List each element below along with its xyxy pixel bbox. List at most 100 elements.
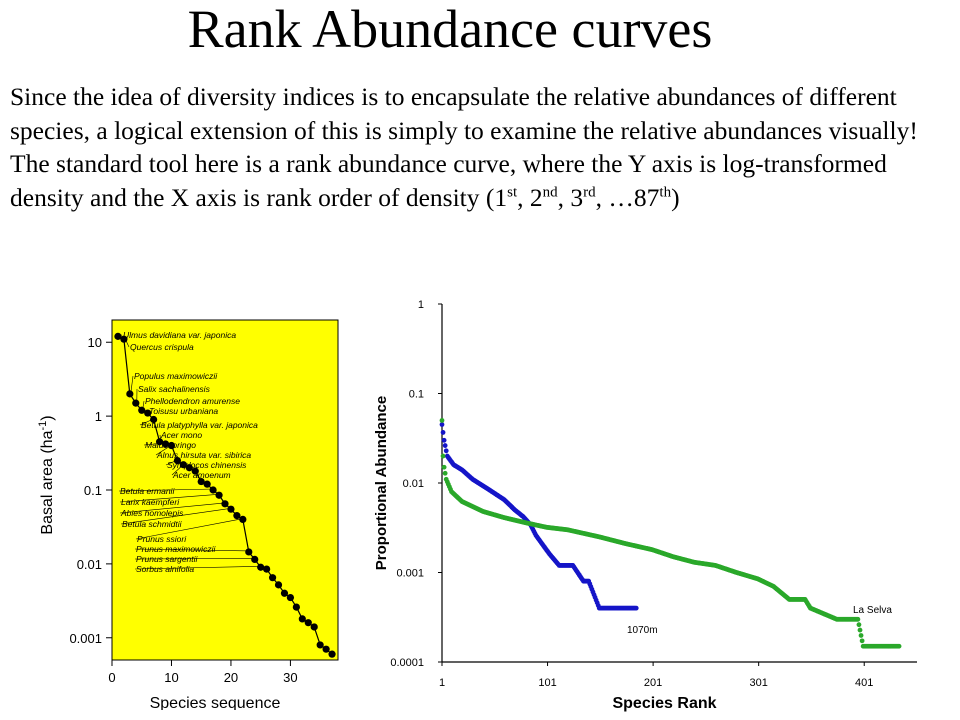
annotation-leader-16: [120, 507, 232, 525]
annotation-4: Salix sachalinensis: [138, 384, 211, 394]
annotation-14: Larix kaempferi: [121, 497, 180, 507]
annotation-20: Sorbus alnifolia: [136, 564, 194, 574]
y-axis-label: Basal area (ha-1): [37, 415, 56, 534]
annotation-19: Prunus sargentii: [136, 554, 199, 564]
data-point-16: [203, 480, 211, 488]
annotation-15: Abies homolepis: [120, 508, 184, 518]
data-point-17: [209, 486, 217, 494]
annotation-1: Ulmus davidiana var. japonica: [123, 330, 236, 340]
x-tick-label-1: 10: [164, 670, 178, 685]
data-point-25: [257, 563, 265, 571]
x-tick-label-0: 1: [439, 677, 445, 689]
annotation-leader-10: [155, 444, 173, 456]
data-point-37: [328, 650, 336, 658]
data-point-14: [191, 467, 199, 475]
y-tick-label-3: 0.001: [396, 568, 424, 580]
data-point-13: [185, 464, 193, 472]
data-point-1: [114, 332, 122, 340]
data-point-21: [233, 512, 241, 520]
data-point-9: [161, 440, 170, 448]
data-point-11: [173, 457, 182, 465]
annotation-leader-7: [139, 418, 155, 426]
x-tick-label-2: 20: [224, 670, 238, 685]
x-tick-label-3: 30: [283, 670, 297, 685]
annotation-leader-11: [165, 459, 179, 466]
data-point-0-1: [440, 430, 446, 435]
y-tick-label-2: 0.1: [84, 483, 102, 498]
annotation-leader-20: [134, 565, 262, 570]
proportional-abundance-chart: 1 0.1 0.01 0.001 0.0001 1 101 201 301 401 Species …: [373, 299, 917, 712]
y-tick-label-4: 0.0001: [390, 657, 424, 669]
plot-area: [111, 319, 339, 661]
data-point-7: [150, 415, 158, 424]
paragraph-sep-1: , 2: [517, 182, 543, 212]
slide-paragraph: Since the idea of diversity indices is t…: [10, 80, 955, 215]
paragraph-sup-1: st: [507, 184, 518, 201]
1070m-label: 1070m: [627, 625, 658, 636]
y-tick-label-4: 0.001: [69, 631, 102, 646]
y-tick-label-0: 10: [88, 335, 102, 350]
la-selva-label: La Selva: [853, 605, 892, 616]
annotation-leader-14: [119, 493, 221, 503]
annotation-5: Phellodendron amurense: [145, 396, 240, 406]
x-tick-label-1: 101: [538, 677, 556, 689]
paragraph-sup-4: th: [659, 184, 672, 201]
y-tick-label-2: 0.01: [403, 478, 424, 490]
data-point-1-0: [439, 418, 445, 423]
data-point-20: [227, 505, 235, 513]
data-point-2: [120, 335, 128, 343]
annotation-9: Malus toringo: [145, 440, 196, 450]
annotation-leader-9: [143, 442, 167, 446]
annotation-leader-6: [147, 410, 149, 413]
data-point-29: [280, 589, 289, 597]
annotation-leader-12: [171, 463, 185, 476]
slide-title: Rank Abundance curves: [187, 0, 713, 59]
data-point-1-394: [855, 616, 861, 622]
data-point-0-2: [441, 437, 447, 443]
data-point-0-184: [633, 605, 639, 611]
annotation-3: Populus maximowiczii: [134, 371, 218, 381]
data-point-1-397: [858, 633, 864, 638]
data-point-1-398: [859, 638, 865, 644]
paragraph-text: Since the idea of diversity indices is t…: [10, 82, 918, 212]
annotation-2: Quercus crispula: [130, 342, 194, 352]
data-point-23: [245, 548, 253, 556]
data-point-1-3: [442, 470, 448, 476]
data-point-6: [144, 409, 152, 417]
annotation-7: Betula platyphylla var. japonica: [141, 420, 258, 430]
data-point-22: [239, 515, 247, 523]
annotation-leader-13: [118, 488, 215, 492]
annotation-leader-15: [119, 502, 227, 514]
x-axis-label: Species Rank: [612, 695, 716, 712]
x-axis-label: Species sequence: [150, 695, 281, 710]
annotation-18: Prunus maximowiczii: [136, 544, 216, 554]
annotation-leader-18: [134, 548, 250, 552]
data-point-30: [286, 593, 295, 602]
data-point-32: [298, 615, 306, 623]
annotation-11: Symplocos chinensis: [167, 460, 247, 470]
data-point-36: [322, 645, 330, 653]
data-point-1-1: [440, 453, 446, 459]
data-point-4: [132, 399, 140, 407]
data-point-18: [215, 491, 223, 499]
data-point-5: [138, 406, 146, 414]
series-la-selva: [439, 418, 902, 649]
series-path-1: [442, 420, 899, 646]
data-point-31: [292, 603, 300, 611]
series-path-0: [442, 425, 636, 609]
x-tick-label-2: 201: [644, 677, 662, 689]
data-point-24: [251, 555, 259, 563]
data-point-33: [304, 619, 312, 627]
data-point-15: [197, 477, 205, 486]
y-tick-label-0: 1: [418, 299, 424, 311]
data-point-35: [316, 641, 324, 649]
paragraph-sup-2: nd: [542, 184, 558, 201]
y-tick-label-1: 0.1: [409, 389, 424, 401]
series-1070m: [439, 422, 639, 611]
data-point-1-395: [856, 622, 862, 628]
data-point-1-396: [857, 627, 863, 633]
data-point-27: [268, 574, 277, 582]
data-point-1-2: [441, 464, 447, 470]
y-tick-label-3: 0.01: [77, 557, 102, 572]
